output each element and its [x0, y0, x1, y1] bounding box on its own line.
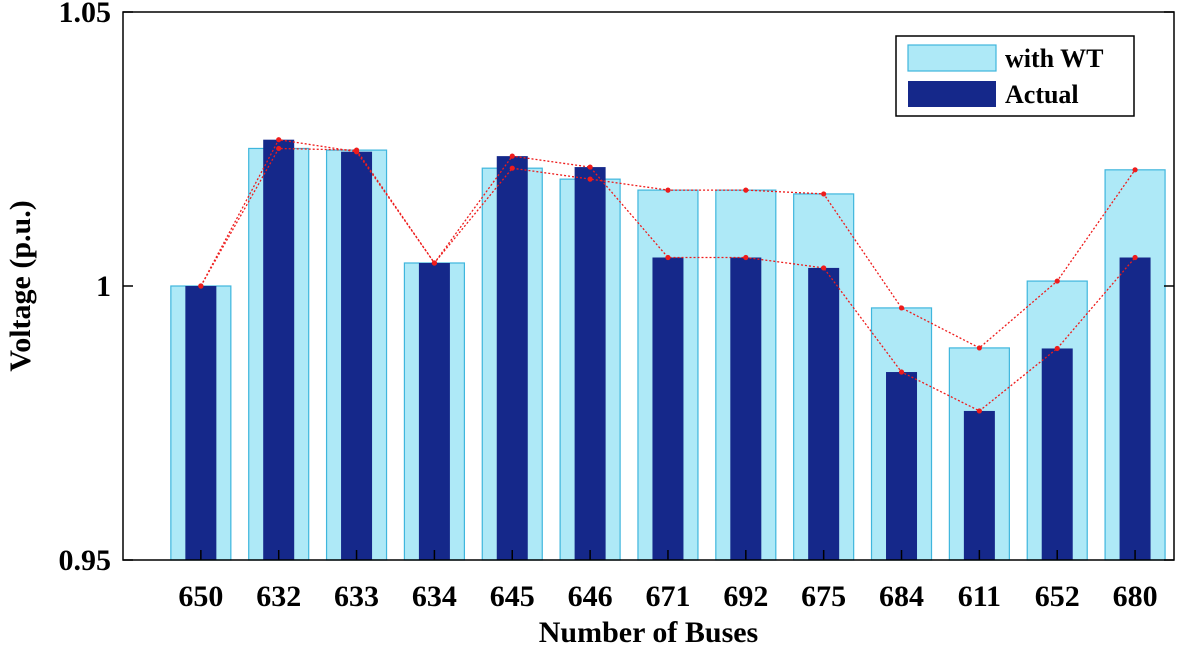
x-tick-label-611: 611 — [958, 580, 1001, 613]
x-tick-label-650: 650 — [178, 580, 223, 613]
legend-swatch-actual — [908, 81, 996, 107]
x-tick-label-645: 645 — [490, 580, 535, 613]
x-tick-label-633: 633 — [334, 580, 379, 613]
point-actual-671 — [665, 254, 671, 261]
point-actual-634 — [431, 260, 438, 266]
point-with-wt-684 — [898, 305, 905, 311]
bar-actual-633 — [341, 151, 373, 561]
x-axis: 650 632 633 634 645 646 671 692 675 684 611 652 680 — [178, 550, 1158, 613]
x-axis-title: Number of Buses — [539, 616, 758, 649]
x-tick-label-675: 675 — [801, 580, 846, 613]
point-with-wt-645 — [509, 165, 515, 171]
y-axis: 0.95 1 1.05 — [59, 0, 1174, 577]
point-actual-692 — [743, 254, 749, 261]
x-tick-label-692: 692 — [723, 580, 768, 613]
bar-actual-634 — [418, 262, 450, 560]
bar-actual-652 — [1041, 348, 1073, 560]
point-with-wt-632 — [276, 145, 282, 152]
point-actual-633 — [353, 149, 360, 155]
y-tick-label: 0.95 — [59, 544, 112, 577]
point-actual-680 — [1132, 254, 1138, 261]
bar-actual-611 — [963, 410, 995, 560]
legend-label-with-wt: with WT — [1005, 44, 1104, 73]
bar-actual-650 — [185, 286, 217, 560]
point-with-wt-675 — [821, 191, 827, 197]
point-with-wt-611 — [976, 345, 982, 351]
point-with-wt-692 — [743, 187, 749, 193]
point-actual-684 — [898, 369, 905, 375]
x-tick-label-632: 632 — [256, 580, 301, 613]
legend-label-actual: Actual — [1005, 80, 1079, 109]
y-axis-title: Voltage (p.u.) — [4, 200, 37, 371]
legend-swatch-with-wt — [907, 44, 997, 72]
point-with-wt-652 — [1054, 278, 1060, 284]
bar-actual-675 — [808, 267, 840, 560]
x-tick-label-671: 671 — [645, 580, 690, 613]
bar-actual-684 — [886, 372, 918, 560]
bar-actual-671 — [652, 257, 684, 560]
point-actual-646 — [587, 164, 593, 170]
point-with-wt-671 — [665, 187, 671, 193]
bar-actual-632 — [263, 139, 295, 560]
x-tick-label-680: 680 — [1113, 580, 1158, 613]
x-tick-label-634: 634 — [412, 580, 457, 613]
point-actual-652 — [1054, 345, 1060, 352]
point-with-wt-646 — [587, 176, 593, 182]
point-with-wt-680 — [1132, 167, 1138, 173]
point-actual-675 — [821, 265, 827, 271]
point-actual-650 — [198, 283, 204, 289]
marker-lines-layer — [198, 137, 1138, 414]
x-tick-label-684: 684 — [879, 580, 924, 613]
bar-actual-680 — [1119, 257, 1151, 560]
bar-actual-692 — [730, 257, 762, 560]
legend: with WT Actual — [895, 35, 1135, 117]
point-actual-632 — [276, 137, 282, 143]
x-tick-label-652: 652 — [1035, 580, 1080, 613]
y-tick-label: 1 — [96, 270, 111, 303]
point-actual-611 — [976, 408, 982, 414]
bar-actual-645 — [496, 156, 528, 560]
point-actual-645 — [509, 153, 515, 159]
y-tick-label: 1.05 — [59, 0, 112, 29]
x-tick-label-646: 646 — [568, 580, 613, 613]
bar-actual-646 — [574, 167, 606, 561]
bars-layer — [170, 139, 1166, 561]
